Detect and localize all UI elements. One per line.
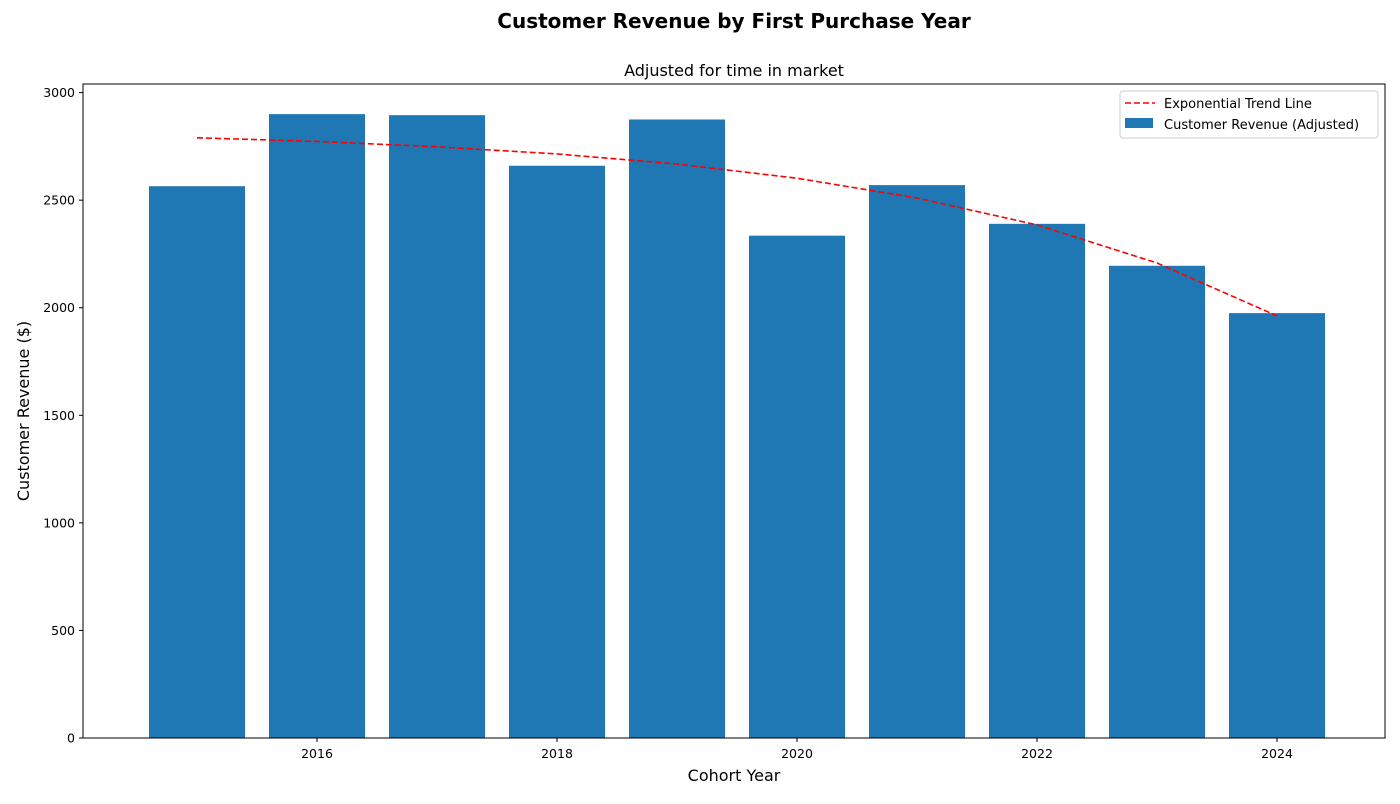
y-tick-label-1500: 1500 — [43, 408, 75, 423]
legend-bar-swatch — [1125, 118, 1153, 128]
bars-group — [149, 114, 1325, 739]
x-axis-ticks: 2016 2018 2020 2022 2024 — [301, 738, 1293, 761]
y-tick-label-3000: 3000 — [43, 85, 75, 100]
bar-2019 — [629, 119, 725, 739]
x-tick-label-2018: 2018 — [541, 746, 573, 761]
y-tick-label-0: 0 — [67, 731, 75, 746]
legend-box — [1119, 90, 1379, 139]
y-tick-label-1000: 1000 — [43, 515, 75, 530]
y-tick-label-2500: 2500 — [43, 193, 75, 208]
bar-2021 — [869, 185, 965, 739]
bar-2016 — [269, 114, 365, 739]
bar-2018 — [509, 165, 605, 738]
y-tick-label-2000: 2000 — [43, 300, 75, 315]
trend-line-group — [196, 136, 1278, 317]
x-tick-label-2020: 2020 — [781, 746, 813, 761]
bar-2017 — [389, 115, 485, 738]
y-axis-ticks: 0 500 1000 1500 2000 2500 3000 — [43, 85, 83, 746]
chart-subtitle: Adjusted for time in market — [624, 61, 844, 80]
trend-line — [196, 136, 1278, 317]
bar-2023 — [1109, 265, 1205, 738]
x-tick-label-2016: 2016 — [301, 746, 333, 761]
plot-frame — [82, 83, 1386, 739]
x-tick-label-2024: 2024 — [1261, 746, 1293, 761]
bar-2022 — [989, 223, 1085, 739]
bar-2020 — [749, 235, 845, 738]
x-tick-label-2022: 2022 — [1021, 746, 1053, 761]
bar-2015 — [149, 186, 245, 738]
y-axis-label: Customer Revenue ($) — [14, 321, 33, 501]
legend: Exponential Trend Line Customer Revenue (… — [1119, 90, 1379, 139]
legend-bar-label: Customer Revenue (Adjusted) — [1164, 118, 1359, 133]
chart-title: Customer Revenue by First Purchase Year — [497, 9, 971, 33]
y-tick-label-500: 500 — [51, 623, 75, 638]
x-axis-label: Cohort Year — [688, 766, 781, 785]
legend-trend-label: Exponential Trend Line — [1164, 97, 1312, 112]
bar-2024 — [1229, 313, 1325, 738]
